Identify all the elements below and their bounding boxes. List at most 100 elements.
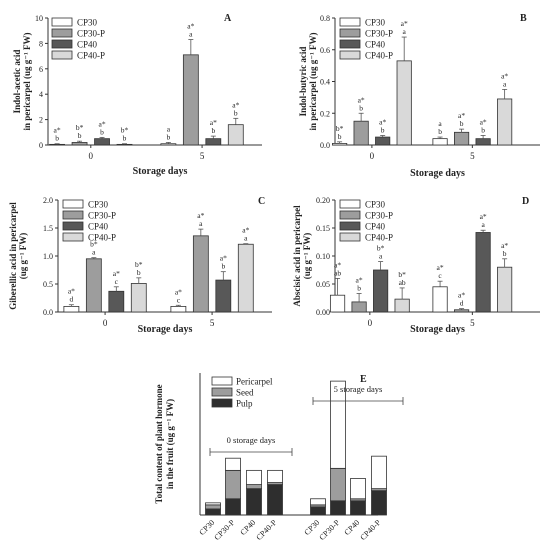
- significance-label: a*: [334, 260, 341, 269]
- stacked-bar-segment: [205, 504, 221, 510]
- y-axis-label: (ug g⁻¹ FW): [18, 233, 28, 279]
- panel-letter: A: [224, 13, 232, 24]
- x-tick-label: CP40-P: [358, 518, 382, 542]
- legend-swatch: [51, 17, 73, 27]
- significance-label: a*: [458, 291, 465, 300]
- panel-letter: C: [258, 196, 265, 207]
- x-tick-label: 5: [470, 151, 475, 161]
- legend-label: Pericarpel: [236, 377, 273, 387]
- legend-label: CP40-P: [365, 51, 393, 61]
- bar: [497, 266, 513, 313]
- significance-label: a*: [113, 269, 120, 278]
- stacked-bar-segment: [350, 500, 366, 516]
- bar: [160, 143, 177, 146]
- bar: [351, 301, 367, 313]
- bar: [116, 143, 133, 146]
- bar: [375, 136, 391, 146]
- y-axis-label: in pericarpel (ug g⁻¹ FW): [308, 33, 318, 131]
- significance-label: ab: [399, 278, 406, 287]
- legend-label: CP40-P: [88, 233, 116, 243]
- bar: [182, 54, 199, 146]
- bar: [497, 98, 513, 146]
- significance-label: b: [211, 126, 215, 135]
- x-tick-label: CP30-P: [317, 518, 341, 542]
- bar: [227, 124, 244, 146]
- significance-label: a*: [175, 287, 182, 296]
- significance-label: a*: [220, 254, 227, 263]
- bar: [85, 258, 102, 313]
- significance-label: b*: [76, 123, 84, 132]
- legend-swatch: [51, 39, 73, 49]
- legend-swatch: [62, 232, 84, 242]
- significance-label: a*: [98, 119, 105, 128]
- bar: [215, 279, 232, 313]
- significance-label: c: [177, 295, 181, 304]
- significance-label: a*: [356, 276, 363, 285]
- significance-label: b: [167, 132, 171, 141]
- significance-label: a: [403, 27, 407, 36]
- significance-label: a: [199, 219, 203, 228]
- y-tick-label: 8: [39, 39, 43, 48]
- significance-label: a*: [187, 22, 194, 31]
- x-tick-label: CP30-P: [212, 518, 236, 542]
- x-tick-label: CP40-P: [254, 518, 278, 542]
- bar: [192, 235, 209, 313]
- significance-label: b: [234, 108, 238, 117]
- bar: [329, 294, 346, 313]
- y-tick-label: 0.20: [316, 196, 330, 205]
- significance-label: b*: [398, 270, 406, 279]
- legend-label: CP30: [88, 200, 109, 210]
- panel-a: 0 2 4 6 8 10 Indol-acetic acid in pericarpel (u…: [12, 13, 262, 177]
- significance-label: b: [221, 262, 225, 271]
- group-label: 0 storage days: [227, 435, 276, 445]
- y-tick-label: 0.00: [316, 308, 330, 317]
- x-tick-label: 0: [368, 318, 373, 328]
- significance-label: b: [338, 132, 342, 141]
- legend-swatch: [339, 210, 361, 220]
- significance-label: a*: [501, 241, 508, 250]
- legend-swatch: [339, 17, 361, 27]
- significance-label: b: [481, 125, 485, 134]
- group-label: 5 storage days: [334, 384, 383, 394]
- y-tick-label: 0.0: [320, 141, 330, 150]
- bar: [432, 138, 448, 146]
- significance-label: a*: [197, 211, 204, 220]
- legend-label: CP40: [88, 222, 109, 232]
- legend-swatch: [62, 210, 84, 220]
- y-tick-label: 0.8: [320, 14, 330, 23]
- significance-label: a*: [379, 117, 386, 126]
- significance-label: a: [189, 30, 193, 39]
- y-tick-label: 1.0: [43, 252, 53, 261]
- legend-label: CP30: [365, 18, 386, 28]
- y-tick-label: 0.0: [43, 308, 53, 317]
- legend-swatch: [339, 28, 361, 38]
- y-axis-label: in the fruit (ug g⁻¹ FW): [165, 399, 175, 489]
- significance-label: b: [357, 284, 361, 293]
- stacked-bar-segment: [330, 467, 346, 502]
- panel-letter: E: [360, 374, 367, 385]
- y-tick-label: 0.2: [320, 109, 330, 118]
- legend-swatch: [339, 199, 361, 209]
- y-tick-label: 4: [39, 90, 43, 99]
- panel-letter: B: [520, 13, 527, 24]
- panel-b: 0.0 0.2 0.4 0.6 0.8 Indol-butyric acid in peri…: [298, 13, 540, 179]
- legend-label: Seed: [236, 388, 254, 398]
- y-tick-label: 6: [39, 65, 43, 74]
- legend-swatch: [62, 221, 84, 231]
- stacked-bar-segment: [205, 508, 221, 516]
- stacked-bar-segment: [225, 457, 241, 471]
- significance-label: a*: [480, 117, 487, 126]
- legend-swatch: [339, 221, 361, 231]
- significance-label: a: [244, 234, 248, 243]
- significance-label: b*: [377, 244, 385, 253]
- x-tick-label: 5: [470, 318, 475, 328]
- significance-label: a*: [458, 111, 465, 120]
- significance-label: b: [100, 127, 104, 136]
- y-axis-label: Giberellic acid in pericarpel: [8, 202, 18, 310]
- x-axis-label: Storage days: [133, 166, 188, 177]
- stacked-bar-segment: [350, 478, 366, 500]
- legend-label: CP30-P: [88, 211, 116, 221]
- significance-label: a*: [437, 263, 444, 272]
- legend-label: CP40: [365, 40, 386, 50]
